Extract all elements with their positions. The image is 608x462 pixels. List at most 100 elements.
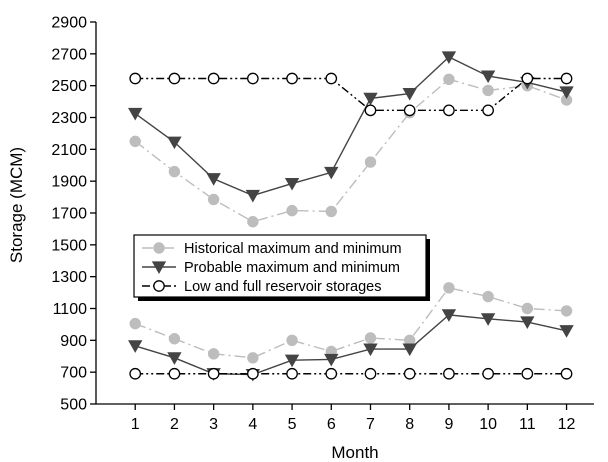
data-point — [559, 86, 574, 100]
data-point — [207, 367, 220, 380]
series-line — [135, 77, 567, 112]
y-tick-label: 2300 — [51, 110, 87, 127]
data-point — [286, 334, 298, 347]
x-tick-label: 11 — [519, 416, 536, 433]
x-tick-label: 8 — [405, 416, 414, 433]
x-tick-label: 10 — [479, 416, 497, 433]
x-tick-label: 2 — [170, 416, 179, 433]
data-point — [247, 352, 259, 364]
data-point — [560, 367, 573, 380]
y-tick-label: 500 — [60, 397, 87, 414]
x-tick-label: 4 — [248, 416, 257, 433]
data-point — [129, 317, 141, 330]
data-point — [521, 72, 534, 85]
x-tick-label: 7 — [366, 416, 375, 433]
data-point — [324, 166, 339, 180]
data-point — [443, 104, 455, 117]
x-tick-label: 12 — [558, 416, 576, 433]
data-point — [128, 340, 143, 353]
data-point — [521, 367, 534, 380]
series-line — [134, 287, 567, 359]
data-point — [363, 343, 378, 357]
data-point — [402, 88, 417, 101]
y-tick-label: 2500 — [51, 78, 87, 95]
data-point — [480, 313, 496, 326]
data-point — [247, 216, 259, 228]
data-point — [441, 309, 457, 322]
data-point — [521, 302, 534, 315]
data-point — [168, 367, 181, 380]
data-point — [403, 104, 416, 117]
data-point — [245, 189, 261, 203]
data-point — [402, 343, 417, 357]
data-point — [482, 84, 494, 97]
data-point — [167, 352, 182, 365]
x-tick-label: 6 — [327, 416, 336, 433]
data-point — [128, 107, 143, 121]
data-point — [363, 92, 378, 106]
data-point — [286, 367, 298, 380]
series-line — [134, 78, 567, 223]
y-tick-label: 2700 — [51, 46, 87, 63]
x-tick-label: 1 — [131, 416, 140, 433]
data-point — [480, 70, 496, 84]
data-point — [286, 72, 298, 85]
y-tick-label: 700 — [60, 365, 87, 382]
legend-label: Probable maximum and minimum — [184, 260, 400, 276]
x-axis-title: Month — [331, 443, 378, 462]
data-point — [441, 51, 457, 64]
series-line — [135, 314, 567, 376]
y-tick-label: 900 — [60, 333, 87, 350]
data-point — [559, 325, 574, 338]
y-tick-label: 1700 — [51, 206, 87, 223]
x-tick-label: 3 — [209, 416, 218, 433]
data-point — [168, 72, 181, 85]
data-point — [168, 165, 181, 178]
data-point — [153, 280, 165, 292]
legend-label: Low and full reservoir storages — [184, 279, 381, 295]
data-point — [364, 104, 377, 117]
data-point — [482, 367, 494, 380]
series-line — [134, 56, 567, 197]
y-tick-label: 1100 — [53, 301, 88, 318]
y-tick-label: 2100 — [51, 142, 87, 159]
data-point — [443, 73, 455, 86]
data-point — [560, 72, 573, 85]
data-point — [167, 136, 182, 150]
data-point — [247, 72, 259, 85]
data-point — [207, 193, 220, 206]
data-point — [324, 353, 339, 367]
legend-label: Historical maximum and minimum — [184, 241, 402, 257]
data-point — [207, 348, 220, 360]
data-point — [207, 72, 220, 85]
data-point — [284, 354, 300, 368]
data-point — [443, 282, 455, 294]
data-point — [168, 333, 181, 345]
data-point — [560, 305, 573, 317]
x-tick-label: 9 — [444, 416, 453, 433]
data-point — [364, 332, 377, 344]
data-point — [247, 367, 259, 380]
series-3 — [129, 72, 573, 380]
data-point — [325, 72, 338, 85]
legend-box — [133, 234, 427, 298]
y-tick-label: 1500 — [51, 237, 87, 254]
data-point — [129, 135, 141, 148]
data-point — [206, 173, 221, 186]
data-point — [153, 242, 165, 254]
data-point — [284, 177, 300, 191]
data-point — [286, 204, 298, 217]
y-axis-title: Storage (MCM) — [7, 147, 26, 263]
data-point — [325, 205, 337, 218]
data-point — [443, 367, 455, 380]
data-point — [520, 316, 535, 330]
series-2 — [128, 51, 574, 382]
data-point — [403, 367, 416, 380]
data-point — [325, 367, 338, 380]
y-tick-label: 1300 — [51, 269, 87, 286]
data-point — [364, 367, 377, 380]
y-tick-label: 2900 — [51, 15, 87, 32]
data-point — [482, 290, 494, 303]
data-point — [364, 156, 377, 168]
